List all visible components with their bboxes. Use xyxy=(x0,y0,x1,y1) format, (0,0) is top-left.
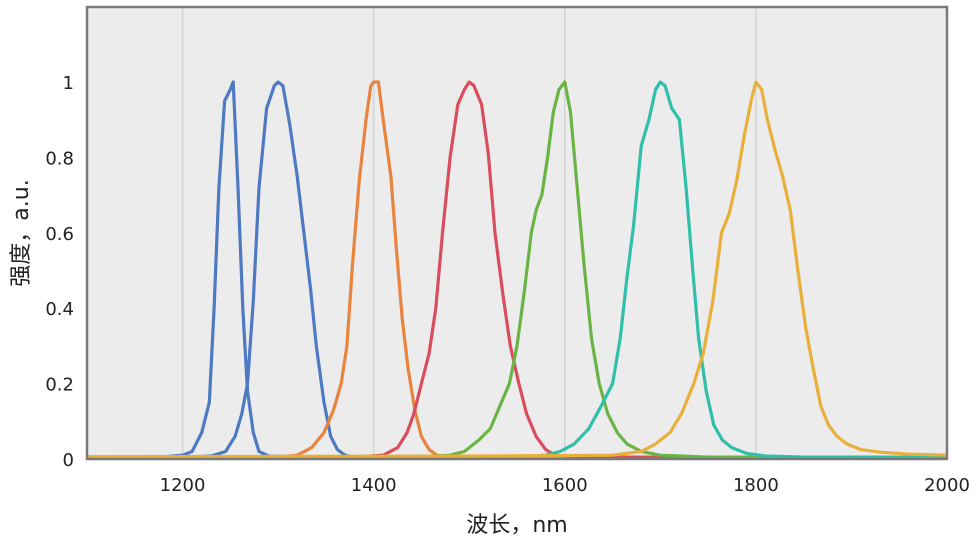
series-line-6 xyxy=(86,80,948,460)
y-tick-labels: 0 0.2 0.4 0.6 0.8 1 xyxy=(45,73,74,471)
y-tick-label: 0 xyxy=(63,450,74,471)
x-tick-labels: 1200 1400 1600 1800 2000 xyxy=(160,475,970,496)
plot-area xyxy=(87,7,947,459)
y-tick-label: 0.6 xyxy=(45,224,74,245)
x-tick-label: 1400 xyxy=(351,475,397,496)
y-axis-label: 强度，a.u. xyxy=(9,179,34,286)
x-axis-label: 波长，nm xyxy=(466,513,567,538)
x-tick-label: 1800 xyxy=(733,475,779,496)
series-line-3 xyxy=(86,80,947,460)
series-line-4 xyxy=(86,80,948,460)
x-tick-label: 1600 xyxy=(542,475,588,496)
series-line-7 xyxy=(86,80,948,459)
x-tick-label: 2000 xyxy=(924,475,970,496)
series-line-2 xyxy=(86,80,947,460)
y-tick-label: 0.8 xyxy=(45,148,74,169)
y-tick-label: 0.2 xyxy=(45,375,74,396)
y-tick-label: 1 xyxy=(63,73,74,94)
y-tick-label: 0.4 xyxy=(45,299,74,320)
plot-frame xyxy=(85,5,949,461)
series-line-5 xyxy=(86,80,948,460)
x-tick-label: 1200 xyxy=(160,475,206,496)
series-layer xyxy=(86,80,948,460)
